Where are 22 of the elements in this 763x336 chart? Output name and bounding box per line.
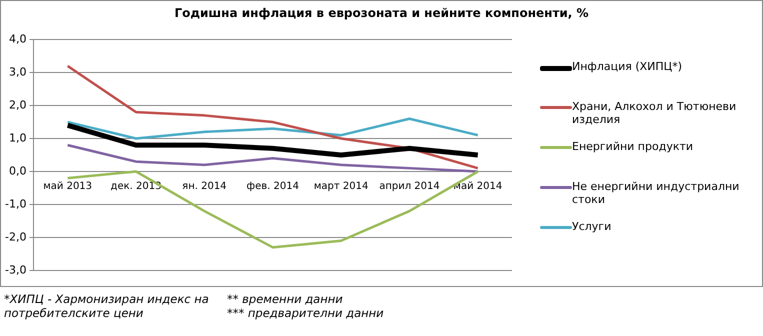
x-tick-label: април 2014 — [379, 181, 440, 192]
legend-label: Енергийни продукти — [572, 140, 694, 153]
legend-label: Инфлация (ХИПЦ*) — [572, 60, 682, 73]
chart-title: Годишна инфлация в еврозоната и нейните компоненти, % — [173, 6, 590, 20]
y-tick-label: -2,0 — [4, 230, 26, 244]
legend-label: Услуги — [572, 220, 612, 233]
y-tick-label: -1,0 — [4, 197, 26, 210]
x-tick-label: май 2013 — [43, 181, 92, 192]
y-tick-label: 3,0 — [8, 65, 26, 78]
x-tick-label: март 2014 — [314, 181, 368, 192]
legend-label: Не енергийни индустриални стоки — [572, 180, 740, 206]
text: *ХИПЦ - Хармонизиран индекс на потребителските цени — [4, 292, 209, 320]
x-tick-label: фев. 2014 — [246, 181, 299, 192]
text: *** предварителни данни — [227, 306, 384, 320]
y-tick-label: 2,0 — [8, 98, 26, 112]
x-tick-label: ян. 2014 — [182, 181, 227, 192]
y-tick-label: -3,0 — [4, 263, 26, 276]
y-tick-label: 4,0 — [8, 32, 26, 46]
y-tick-label: 1,0 — [8, 131, 26, 144]
y-tick-label: 0,0 — [8, 164, 26, 178]
text: ** временни данни — [227, 292, 344, 306]
legend-label: Храни, Алкохол и Тютюневи изделия — [572, 100, 738, 126]
